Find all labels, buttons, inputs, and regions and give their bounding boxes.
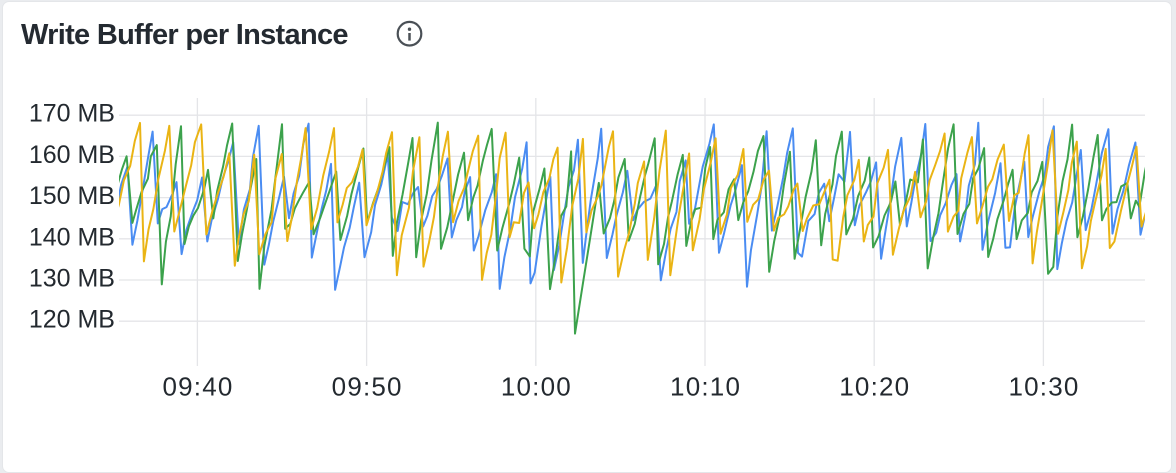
svg-text:09:40: 09:40 [162,372,233,402]
svg-text:160 MB: 160 MB [29,141,115,169]
svg-text:170 MB: 170 MB [29,100,115,128]
svg-text:120 MB: 120 MB [29,306,115,334]
svg-text:130 MB: 130 MB [29,265,115,293]
svg-text:10:30: 10:30 [1008,372,1079,402]
svg-text:09:50: 09:50 [332,372,403,402]
svg-text:140 MB: 140 MB [29,223,115,251]
svg-text:10:00: 10:00 [501,372,572,402]
svg-text:10:10: 10:10 [670,372,741,402]
svg-text:150 MB: 150 MB [29,182,115,210]
svg-text:10:20: 10:20 [839,372,910,402]
